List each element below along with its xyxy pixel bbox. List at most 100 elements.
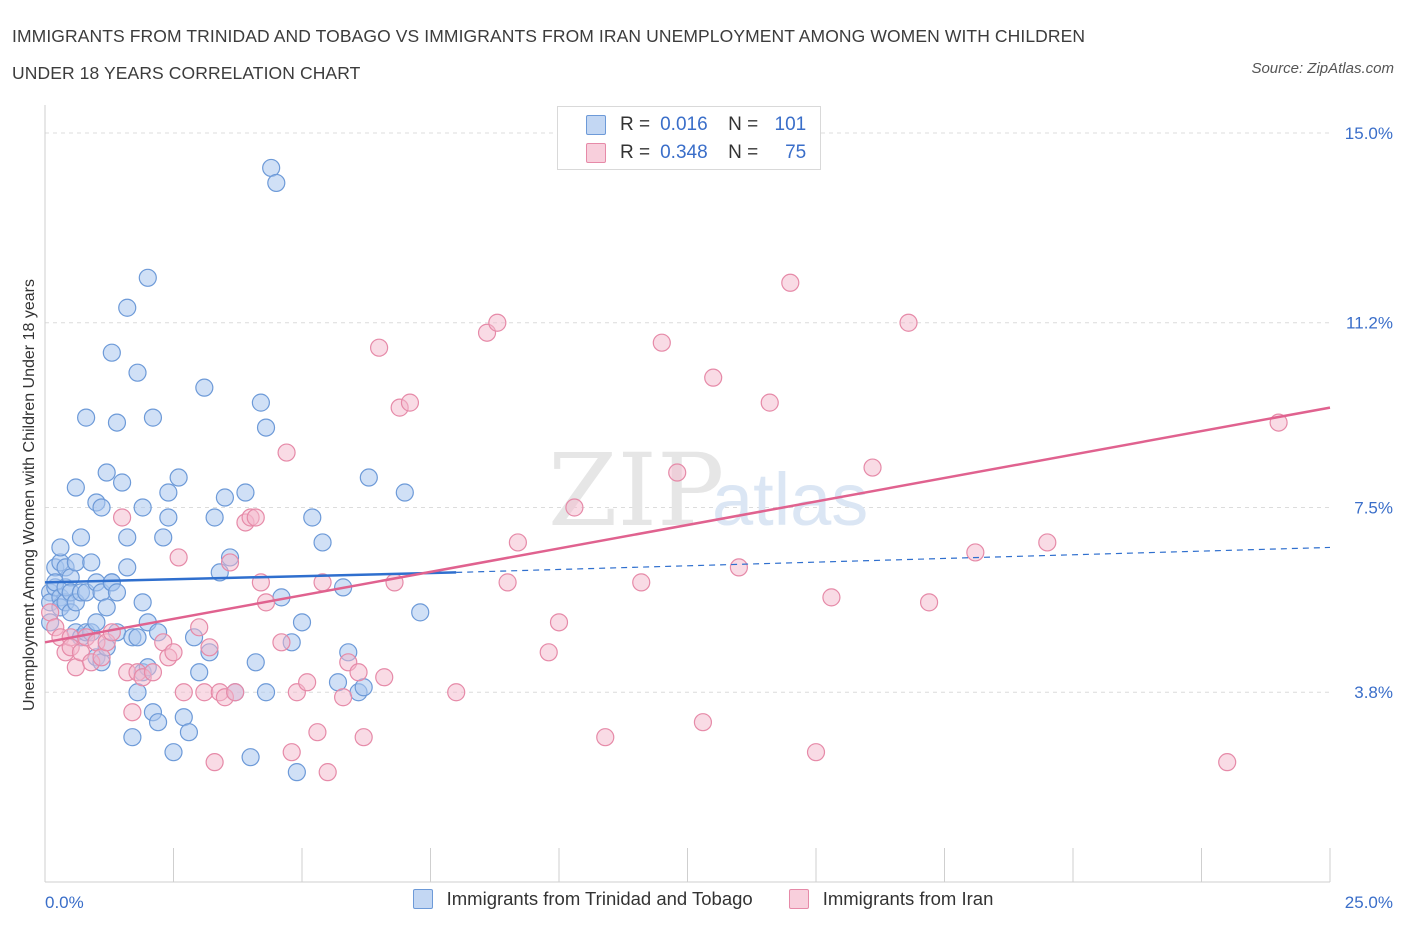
data-point-iran [781, 273, 800, 292]
data-point-iran [822, 588, 841, 607]
data-point-iran [652, 333, 671, 352]
data-point-trinidad [411, 603, 430, 622]
data-point-iran [349, 663, 368, 682]
data-point-trinidad [97, 463, 116, 482]
data-point-iran [508, 533, 527, 552]
data-point-iran [354, 728, 373, 747]
data-point-trinidad [256, 683, 276, 702]
legend-item-iran[interactable]: Immigrants from Iran [788, 888, 994, 910]
data-point-trinidad [138, 268, 157, 287]
data-point-trinidad [246, 653, 265, 672]
series-legend: Immigrants from Trinidad and Tobago Immi… [0, 888, 1406, 910]
n-label: N = [728, 114, 759, 135]
y-tick-label: 11.2% [1346, 314, 1393, 333]
data-point-trinidad [292, 613, 312, 632]
data-point-iran [112, 508, 132, 527]
data-point-iran [704, 368, 723, 387]
data-point-iran [282, 743, 301, 762]
data-point-iran [549, 613, 569, 632]
data-point-trinidad [133, 593, 152, 612]
data-point-iran [400, 393, 420, 412]
data-point-trinidad [128, 363, 147, 382]
data-point-iran [760, 393, 779, 412]
y-tick-label: 7.5% [1354, 498, 1393, 517]
data-point-iran [123, 703, 142, 722]
data-point-trinidad [195, 378, 214, 397]
data-point-iran [1218, 753, 1237, 772]
data-point-trinidad [267, 173, 286, 193]
data-point-iran [899, 313, 918, 332]
data-point-trinidad [287, 763, 306, 782]
watermark-atlas: atlas [712, 458, 868, 541]
series-iran-points [41, 273, 1288, 782]
y-tick-label: 3.8% [1354, 683, 1393, 702]
data-point-iran [729, 558, 749, 577]
r-label: R = [620, 142, 651, 163]
chart-title: IMMIGRANTS FROM TRINIDAD AND TOBAGO VS I… [12, 20, 1085, 89]
data-point-iran [565, 498, 584, 517]
data-point-trinidad [215, 488, 234, 507]
data-point-iran [334, 688, 353, 707]
data-point-trinidad [112, 473, 132, 492]
legend-swatch-blue [412, 889, 433, 909]
data-point-iran [169, 548, 188, 567]
data-point-trinidad [107, 583, 127, 602]
data-point-iran [277, 443, 296, 462]
data-point-iran [195, 683, 214, 702]
data-point-trinidad [159, 508, 178, 527]
data-point-trinidad [395, 483, 414, 502]
r-value: 0.016 [660, 114, 708, 135]
data-point-iran [447, 683, 466, 702]
stats-row-iran: R = 0.348 N = 75 [586, 142, 806, 164]
n-label: N = [728, 142, 759, 163]
trend-lines [44, 406, 1331, 644]
data-point-trinidad [251, 393, 270, 412]
data-point-iran [246, 508, 265, 527]
data-point-trinidad [87, 613, 106, 632]
data-point-iran [205, 753, 224, 772]
legend-label-iran: Immigrants from Iran [822, 888, 994, 909]
legend-item-trinidad[interactable]: Immigrants from Trinidad and Tobago [412, 888, 753, 910]
watermark: ZIP atlas [548, 432, 868, 549]
data-point-trinidad [205, 508, 224, 527]
data-point-iran [174, 683, 193, 702]
data-point-iran [226, 683, 245, 702]
data-point-trinidad [148, 713, 168, 732]
stats-legend: R = 0.016 N = 101 R = 0.348 N = 75 [557, 106, 821, 170]
data-point-iran [1038, 533, 1057, 552]
data-point-iran [200, 638, 219, 657]
data-point-trinidad [179, 723, 199, 742]
y-axis-label: Unemployment Among Women with Children U… [21, 279, 38, 711]
data-point-trinidad [154, 528, 173, 547]
data-point-iran [596, 728, 615, 747]
y-tick-label: 15.0% [1345, 124, 1393, 143]
chart-title-line1: IMMIGRANTS FROM TRINIDAD AND TOBAGO VS I… [12, 26, 1086, 46]
data-point-trinidad [102, 343, 121, 362]
data-point-trinidad [190, 663, 209, 682]
data-point-iran [298, 673, 317, 692]
data-point-iran [488, 313, 507, 332]
data-point-trinidad [92, 498, 111, 517]
legend-swatch-pink [586, 143, 606, 163]
source-label: Source: ZipAtlas.com [1251, 60, 1394, 77]
data-point-iran [308, 723, 327, 742]
data-point-trinidad [313, 533, 332, 552]
x-tick-label: 25.0% [1345, 893, 1393, 912]
data-point-trinidad [77, 408, 96, 427]
data-point-trinidad [51, 538, 70, 557]
data-point-trinidad [236, 483, 255, 502]
data-point-trinidad [133, 498, 152, 517]
data-point-iran [863, 458, 882, 477]
data-point-iran [143, 663, 163, 682]
data-point-trinidad [66, 553, 85, 572]
trend-line-trinidad-extension [456, 546, 1331, 574]
data-point-iran [190, 618, 209, 637]
watermark-zip: ZIP [548, 432, 724, 549]
data-point-trinidad [82, 553, 101, 572]
n-value: 101 [774, 114, 807, 135]
data-point-iran [498, 573, 517, 592]
data-point-trinidad [164, 743, 183, 762]
data-point-trinidad [123, 728, 142, 747]
r-label: R = [620, 114, 651, 135]
axes [44, 105, 1331, 883]
